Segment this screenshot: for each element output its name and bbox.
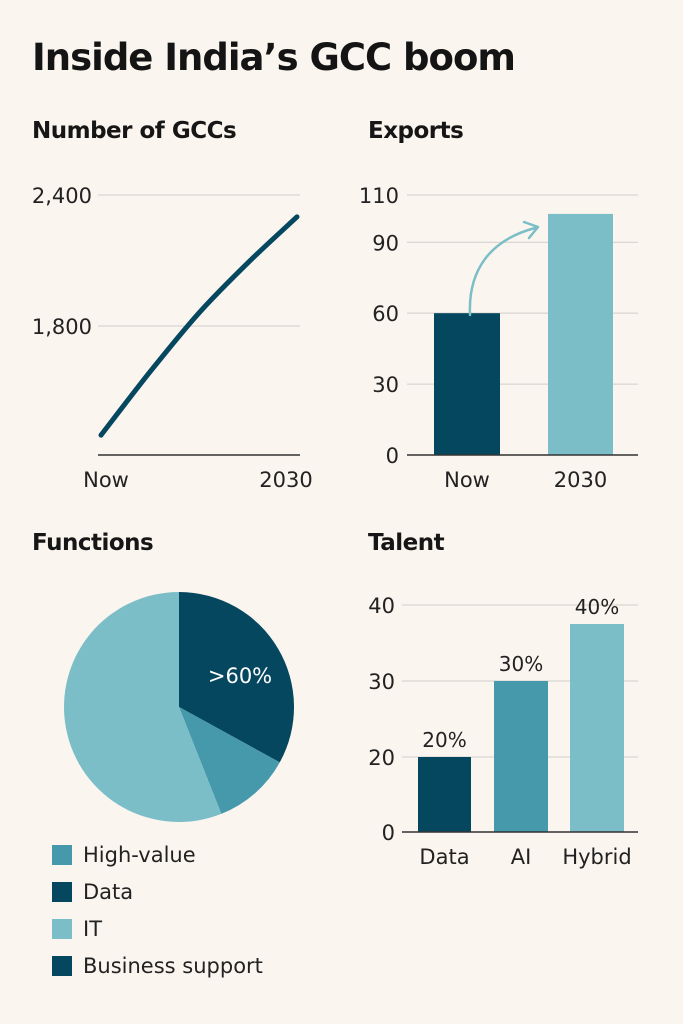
legend-label: Business support xyxy=(83,953,263,978)
talent-ytick-label: 30 xyxy=(368,670,395,694)
gccs-chart-title: Number of GCCs xyxy=(32,118,237,144)
page-title: Inside India’s GCC boom xyxy=(32,36,516,79)
talent-bar xyxy=(418,757,471,832)
pie-slice-data xyxy=(179,592,295,763)
exports-bar xyxy=(434,313,500,455)
talent-bar xyxy=(570,624,624,832)
talent-xtick-label: Hybrid xyxy=(562,845,631,869)
legend-item: High-value xyxy=(52,836,263,873)
legend-item: IT xyxy=(52,910,263,947)
pie-slice-label: >60% xyxy=(208,664,272,688)
legend-swatch xyxy=(52,881,72,902)
talent-chart-title: Talent xyxy=(368,530,445,556)
talent-ytick-label: 40 xyxy=(368,594,395,618)
pie-slice-it xyxy=(64,592,222,822)
exports-ytick-label: 90 xyxy=(372,231,399,255)
exports-ytick-label: 30 xyxy=(372,373,399,397)
exports-arrow-head xyxy=(522,220,540,240)
exports-ytick-label: 60 xyxy=(372,302,399,326)
talent-xtick-label: Data xyxy=(419,845,469,869)
exports-bar xyxy=(548,213,613,455)
gccs-xtick-label: Now xyxy=(83,468,129,492)
gccs-line xyxy=(98,214,300,438)
talent-data-label: 40% xyxy=(575,595,619,619)
exports-arrow xyxy=(468,226,537,317)
exports-xtick-label: Now xyxy=(444,468,490,492)
functions-chart-title: Functions xyxy=(32,530,154,556)
talent-ytick-label: 20 xyxy=(368,746,395,770)
functions-legend: High-value Data IT Business support xyxy=(52,836,263,984)
exports-ytick-label: 110 xyxy=(359,184,399,208)
gccs-ytick-label: 2,400 xyxy=(32,184,92,208)
legend-label: Data xyxy=(83,879,134,904)
legend-swatch xyxy=(52,844,72,865)
legend-label: IT xyxy=(83,916,103,941)
exports-ytick-label: 0 xyxy=(386,444,399,468)
talent-ytick-label: 0 xyxy=(382,821,395,845)
exports-xtick-label: 2030 xyxy=(554,468,607,492)
pie-slice-high-value xyxy=(179,707,280,814)
legend-swatch xyxy=(52,955,72,976)
talent-data-label: 20% xyxy=(422,728,466,752)
talent-bar xyxy=(494,681,548,832)
legend-swatch xyxy=(52,918,72,939)
exports-chart-title: Exports xyxy=(368,118,464,144)
legend-label: High-value xyxy=(83,842,196,867)
gccs-xtick-label: 2030 xyxy=(259,468,312,492)
talent-xtick-label: AI xyxy=(511,845,532,869)
talent-data-label: 30% xyxy=(499,652,543,676)
legend-item: Data xyxy=(52,873,263,910)
legend-item: Business support xyxy=(52,947,263,984)
gccs-ytick-label: 1,800 xyxy=(32,315,92,339)
